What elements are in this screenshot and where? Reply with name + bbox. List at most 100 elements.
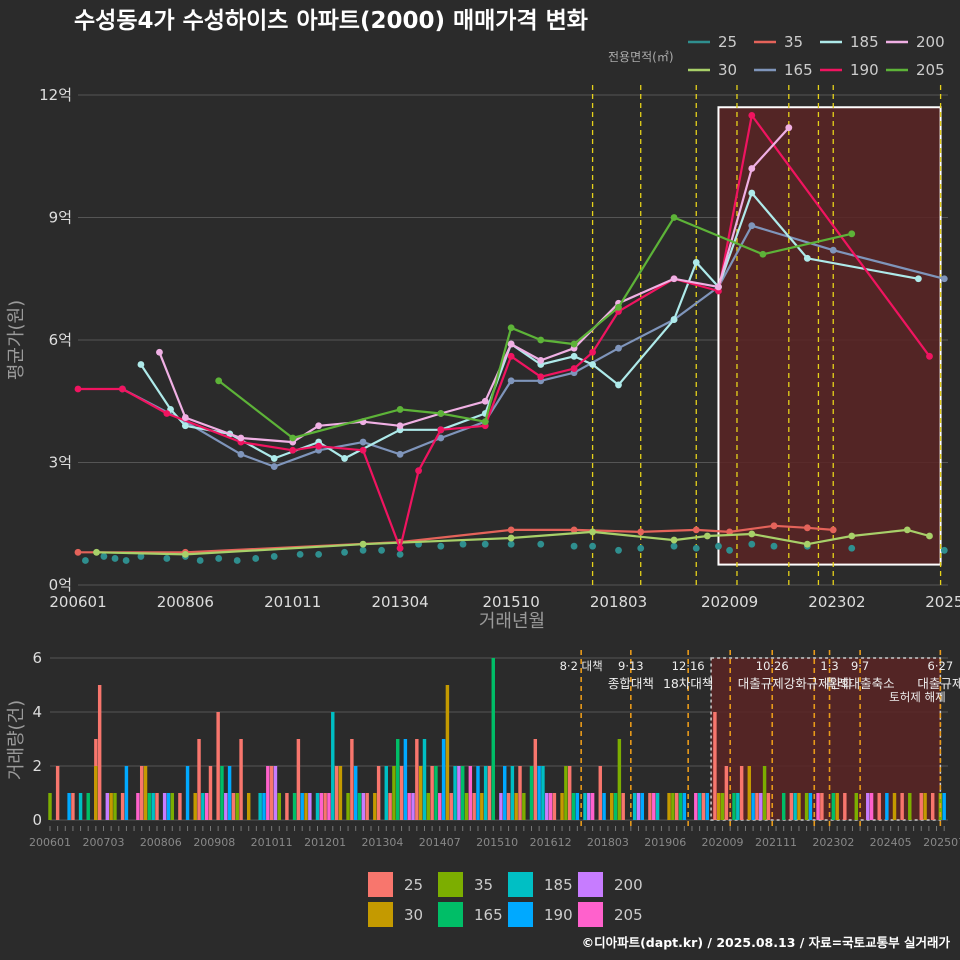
series-point-25-12 xyxy=(296,550,304,558)
series-point-200-0 xyxy=(156,348,163,356)
series-point-205-0 xyxy=(215,377,223,385)
series-point-185-6 xyxy=(341,455,348,462)
bar-200-3 xyxy=(273,766,278,820)
bar-30-3 xyxy=(193,793,197,820)
top-legend-label-25: 25 xyxy=(718,33,737,51)
series-205 xyxy=(215,214,856,442)
bottom-legend-label-35: 35 xyxy=(474,876,493,894)
bottom-y-tick-label-1: 2 xyxy=(32,757,42,775)
policy-sublabel-2: 18차대책 xyxy=(663,676,713,691)
bottom-x-tick-label-11: 201906 xyxy=(644,836,686,849)
series-point-205-8 xyxy=(615,303,622,311)
bar-190-2 xyxy=(166,793,171,820)
series-line-165 xyxy=(121,224,945,468)
bar-35-8 xyxy=(464,793,469,820)
series-point-205-6 xyxy=(537,336,545,344)
bar-205-9 xyxy=(590,793,595,820)
bar-205-1 xyxy=(204,793,209,820)
bottom-legend-swatch-200 xyxy=(578,872,603,897)
bar-35-3 xyxy=(235,793,239,820)
series-point-25-13 xyxy=(315,550,323,558)
bar-25-43 xyxy=(789,793,794,820)
series-point-30-9 xyxy=(848,532,856,540)
series-point-165-12 xyxy=(615,344,622,352)
bar-185-0 xyxy=(78,793,83,820)
bars-165 xyxy=(86,658,836,820)
series-point-25-5 xyxy=(163,555,171,562)
bar-30-14 xyxy=(667,793,671,820)
series-point-200-13 xyxy=(670,275,678,283)
bottom-x-tick-label-8: 201510 xyxy=(476,836,518,849)
bar-200-1 xyxy=(162,793,167,820)
bar-25-21 xyxy=(388,793,392,820)
bar-185-7 xyxy=(422,739,427,820)
bar-25-33 xyxy=(598,766,602,820)
bar-205-3 xyxy=(319,793,324,820)
series-line-190 xyxy=(78,114,931,550)
bar-35-16 xyxy=(854,793,859,820)
bar-190-17 xyxy=(705,793,709,820)
bar-165-1 xyxy=(147,793,152,820)
bottom-x-tick-label-16: 202507 xyxy=(923,836,960,849)
top-legend-label-185: 185 xyxy=(850,33,879,51)
bar-25-23 xyxy=(415,739,419,820)
bottom-legend-swatch-30 xyxy=(368,902,393,927)
bar-185-10 xyxy=(510,766,515,820)
bar-30-8 xyxy=(418,766,423,820)
bar-190-21 xyxy=(942,793,946,820)
bar-200-11 xyxy=(636,793,641,820)
series-point-25-30 xyxy=(715,542,722,550)
bar-185-17 xyxy=(793,793,797,820)
top-legend-label-35: 35 xyxy=(784,33,803,51)
bars-205 xyxy=(136,766,874,820)
bottom-legend-label-190: 190 xyxy=(544,906,573,924)
bar-205-7 xyxy=(468,766,473,820)
bar-205-4 xyxy=(327,793,331,820)
series-point-190-0 xyxy=(74,385,82,393)
series-point-30-10 xyxy=(903,526,911,534)
series-point-25-25 xyxy=(589,542,596,550)
series-point-200-10 xyxy=(537,357,545,364)
bar-190-11 xyxy=(503,766,507,820)
top-highlight-region xyxy=(717,106,942,566)
bar-185-2 xyxy=(201,793,205,820)
bar-165-11 xyxy=(613,793,618,820)
series-point-25-11 xyxy=(270,553,278,560)
series-point-30-3 xyxy=(507,534,515,542)
bar-30-11 xyxy=(514,793,518,820)
series-point-190-19 xyxy=(926,352,933,360)
series-point-200-9 xyxy=(507,340,515,348)
bar-190-0 xyxy=(67,793,71,820)
bar-25-42 xyxy=(766,793,771,820)
series-point-25-36 xyxy=(940,546,948,554)
bar-25-6 xyxy=(155,793,159,820)
bar-200-6 xyxy=(411,793,415,820)
series-point-165-5 xyxy=(359,438,367,446)
bottom-legend-label-30: 30 xyxy=(404,906,423,924)
policy-label-4: 10·26 xyxy=(756,659,789,673)
series-point-205-1 xyxy=(289,434,297,442)
bar-185-12 xyxy=(583,793,587,820)
bar-25-24 xyxy=(430,766,434,820)
series-point-200-1 xyxy=(181,414,189,421)
policy-label-0: 8·2 대책 xyxy=(560,659,603,673)
bottom-legend-swatch-205 xyxy=(578,902,603,927)
top-y-tick-label-1: 3억 xyxy=(49,454,72,472)
bar-30-1 xyxy=(109,793,113,820)
series-line-30 xyxy=(96,528,930,556)
bar-200-12 xyxy=(759,793,763,820)
bar-190-4 xyxy=(227,766,232,820)
series-point-190-12 xyxy=(537,373,545,381)
series-point-25-21 xyxy=(481,540,489,548)
bar-35-14 xyxy=(762,766,767,820)
bar-30-7 xyxy=(373,793,377,820)
bar-185-1 xyxy=(151,793,155,820)
bottom-x-tick-label-4: 201011 xyxy=(251,836,293,849)
bar-25-15 xyxy=(296,739,301,820)
series-point-25-8 xyxy=(215,555,223,562)
series-point-200-6 xyxy=(396,422,404,430)
series-point-185-16 xyxy=(692,259,700,266)
bars-185 xyxy=(78,712,797,820)
bar-35-4 xyxy=(277,793,281,820)
bar-35-5 xyxy=(346,793,350,820)
